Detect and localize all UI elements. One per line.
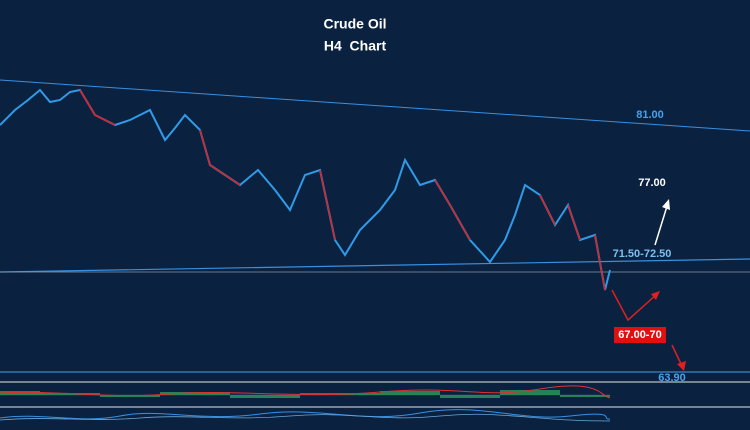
upper-trendline xyxy=(0,79,750,132)
chart-title: Crude Oil xyxy=(323,16,386,32)
level-label: 71.50-72.50 xyxy=(613,248,672,260)
oscillator-signal xyxy=(0,413,611,422)
oscillator-line xyxy=(0,409,611,420)
up-arrow-head xyxy=(662,199,670,210)
down-arrow xyxy=(671,344,683,367)
lower-trendline xyxy=(0,258,750,273)
indicator-histogram xyxy=(0,390,610,398)
level-label: 63.90 xyxy=(658,372,686,384)
level-box xyxy=(614,327,666,343)
down-moves xyxy=(79,89,606,291)
down-up-arrow xyxy=(611,289,658,322)
level-label: 81.00 xyxy=(636,109,664,121)
down-arrow-head xyxy=(677,361,686,371)
level-label: 77.00 xyxy=(638,177,666,189)
up-arrow xyxy=(654,202,669,246)
chart-subtitle: H4 Chart xyxy=(324,38,387,54)
level-label: 67.00-70 xyxy=(618,329,661,341)
indicator-signal xyxy=(0,385,611,399)
down-up-arrow-head xyxy=(651,291,660,300)
